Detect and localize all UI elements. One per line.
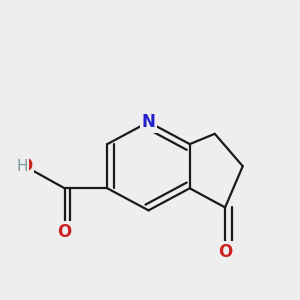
Text: O: O xyxy=(218,243,232,261)
Text: O: O xyxy=(58,224,72,242)
Text: H: H xyxy=(16,159,28,174)
Text: N: N xyxy=(142,113,155,131)
Text: O: O xyxy=(18,157,32,175)
